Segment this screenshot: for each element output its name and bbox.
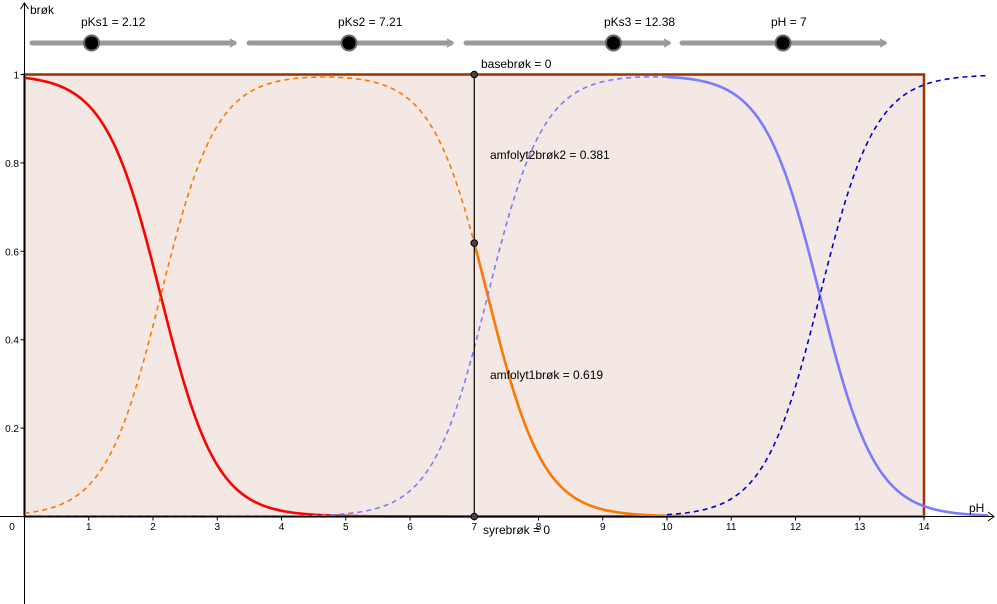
ph-point[interactable] bbox=[470, 70, 479, 79]
slider-pks2-label: pKs2 = 7.21 bbox=[338, 15, 403, 29]
ph-point[interactable] bbox=[470, 239, 479, 247]
curve-base-dashed bbox=[666, 74, 989, 516]
slider-pks3-label: pKs3 = 12.38 bbox=[604, 15, 675, 29]
slider-ph-arrow-icon bbox=[879, 38, 888, 48]
amfolyt2brok2-label: amfolyt2brøk2 = 0.381 bbox=[490, 148, 610, 162]
x-tick-label: 1 bbox=[86, 522, 92, 533]
y-axis-title: brøk bbox=[30, 3, 55, 17]
y-tick-label: 0.2 bbox=[5, 424, 19, 435]
x-tick-label: 13 bbox=[854, 522, 866, 533]
slider-pks1-handle[interactable] bbox=[83, 34, 101, 52]
slider-pks2-handle[interactable] bbox=[340, 34, 358, 52]
slider-pks1-label: pKs1 = 2.12 bbox=[81, 15, 146, 29]
slider-pks1[interactable]: pKs1 = 2.12 bbox=[29, 15, 238, 52]
x-tick-label: 8 bbox=[536, 522, 542, 533]
basebrok-label: basebrøk = 0 bbox=[481, 57, 552, 71]
x-tick-label: 10 bbox=[661, 522, 673, 533]
amfolyt1brok-label: amfolyt1brøk = 0.619 bbox=[490, 368, 603, 382]
slider-pks3-handle[interactable] bbox=[604, 34, 622, 52]
y-axis-arrow-icon bbox=[20, 2, 29, 10]
slider-ph[interactable]: pH = 7 bbox=[679, 15, 888, 52]
slider-bar: pKs1 = 2.12 pKs2 = 7.21 pKs3 = 12.38 pH … bbox=[29, 15, 888, 52]
x-tick-label: 7 bbox=[471, 522, 477, 533]
x-tick-label: 14 bbox=[918, 522, 930, 533]
x-tick-label: 4 bbox=[279, 522, 285, 533]
slider-pks2[interactable]: pKs2 = 7.21 bbox=[246, 15, 455, 52]
syrebrok-label: syrebrøk = 0 bbox=[483, 523, 550, 537]
slider-pks2-arrow-icon bbox=[446, 38, 455, 48]
x-tick-label: 9 bbox=[600, 522, 606, 533]
x-tick-label: 6 bbox=[407, 522, 413, 533]
y-tick-label: 0.6 bbox=[5, 247, 19, 258]
slider-ph-label: pH = 7 bbox=[771, 15, 807, 29]
slider-pks3-arrow-icon bbox=[663, 38, 672, 48]
x-tick-label: 12 bbox=[790, 522, 802, 533]
x-tick-label: 11 bbox=[726, 522, 737, 533]
slider-pks1-arrow-icon bbox=[229, 38, 238, 48]
curve-amfolyt2-solid bbox=[666, 75, 989, 517]
x-tick-label: 5 bbox=[343, 522, 349, 533]
x-axis-arrow-icon bbox=[987, 511, 995, 522]
tick-layer: 0 1 2 3 4 5 6 7 8 9 10 11 12 13 140.20.40.60.81 bbox=[5, 71, 930, 534]
x-tick-label: 3 bbox=[214, 522, 220, 533]
slider-ph-handle[interactable] bbox=[774, 34, 792, 52]
x-tick-label: 0 bbox=[9, 522, 15, 533]
point-layer bbox=[470, 70, 479, 521]
slider-pks3[interactable]: pKs3 = 12.38 bbox=[463, 15, 675, 52]
x-tick-label: 2 bbox=[150, 522, 156, 533]
x-axis-title: pH bbox=[969, 501, 984, 515]
y-tick-label: 0.4 bbox=[5, 336, 19, 347]
y-tick-label: 0.8 bbox=[5, 159, 19, 170]
curve-amfolyt1-dashed bbox=[24, 76, 476, 514]
y-tick-label: 1 bbox=[13, 71, 19, 82]
ph-point[interactable] bbox=[470, 512, 479, 521]
